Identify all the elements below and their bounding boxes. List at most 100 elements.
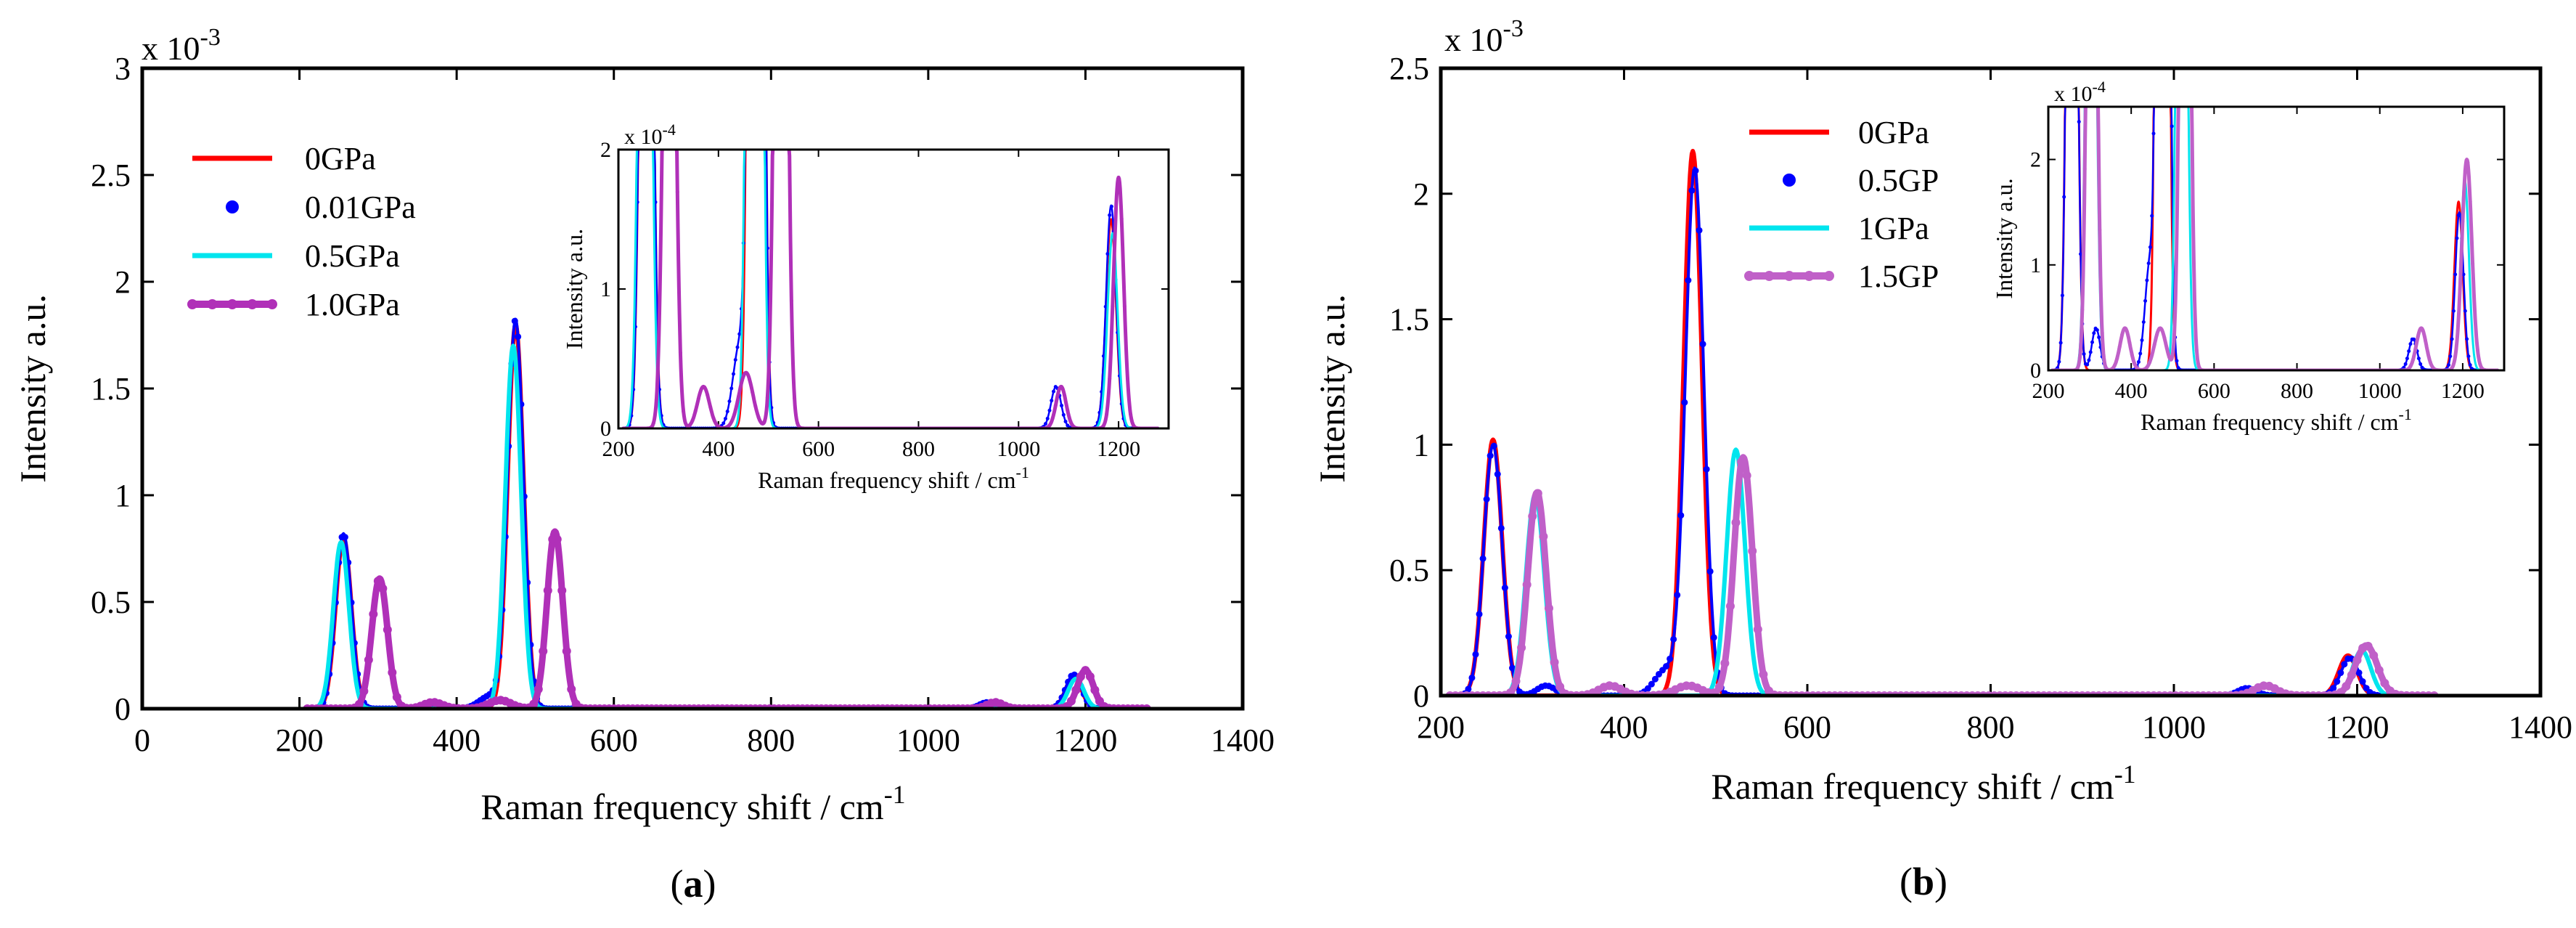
- legend-swatch: [1783, 174, 1796, 187]
- x-tick-label: 0: [134, 723, 150, 758]
- series-marker: [684, 423, 689, 427]
- series-marker: [1101, 423, 1105, 428]
- series-marker: [2408, 342, 2413, 346]
- series-marker: [2453, 354, 2458, 359]
- y-tick-label: 1: [600, 277, 611, 301]
- series-marker: [714, 422, 719, 426]
- x-tick-label: 600: [2198, 379, 2231, 403]
- series-marker: [2159, 327, 2164, 332]
- y-tick-label: 0: [1413, 678, 1429, 714]
- series-marker: [2461, 272, 2466, 277]
- series-marker: [2337, 669, 2344, 677]
- inset-border: [2047, 105, 2506, 372]
- series-marker: [731, 372, 735, 376]
- series-marker: [1511, 677, 1521, 686]
- inset-chart: 200 400 600 800 1000 1200 0 1 2 x 10-4 Raman frequ…: [1991, 78, 2506, 435]
- series-marker: [2133, 362, 2137, 366]
- series-marker: [711, 416, 716, 420]
- series-marker: [2136, 359, 2140, 364]
- series-marker: [727, 399, 732, 404]
- series-marker: [2170, 357, 2174, 361]
- inset-y-axis-title: Intensity a.u.: [561, 229, 587, 349]
- series-marker: [354, 699, 364, 709]
- legend-marker: [207, 299, 218, 309]
- series-marker: [2090, 340, 2095, 344]
- series-marker: [678, 351, 682, 355]
- series-marker: [2152, 343, 2156, 347]
- series-marker: [737, 332, 742, 336]
- series-marker: [1528, 511, 1537, 521]
- x-tick-label: 1200: [1097, 437, 1140, 461]
- series-marker: [1544, 603, 1553, 613]
- series-marker: [2475, 348, 2479, 352]
- series-marker: [539, 646, 548, 656]
- series-marker: [729, 420, 734, 424]
- series-marker: [2468, 199, 2472, 203]
- series-line-1.0GPa: [622, 150, 1160, 428]
- series-marker: [733, 358, 737, 362]
- x-tick-label: 1000: [896, 723, 960, 758]
- plot-border: [140, 66, 1245, 711]
- x-tick-label: 800: [2281, 379, 2313, 403]
- series-marker: [2087, 358, 2091, 362]
- panel-label: (a): [671, 862, 716, 905]
- series-marker: [1063, 394, 1067, 398]
- series-marker: [1085, 672, 1095, 681]
- legend-item: 1GPa: [1749, 211, 1929, 246]
- x-tick-label: 1000: [2142, 709, 2206, 745]
- series-marker: [1681, 399, 1688, 406]
- y-tick-label: 3: [115, 51, 131, 86]
- series-marker: [2080, 307, 2085, 312]
- series-marker: [1060, 404, 1064, 408]
- x-tick-label: 800: [1967, 709, 2015, 745]
- series-marker: [2446, 363, 2450, 367]
- series-marker: [1103, 304, 1108, 309]
- y-tick-label: 1: [1413, 427, 1429, 463]
- series-marker: [1472, 651, 1479, 658]
- series-marker: [1063, 420, 1068, 424]
- y-tick-label: 0.5: [91, 585, 131, 620]
- legend-label: 0GPa: [305, 141, 376, 176]
- legend-label: 1.0GPa: [305, 287, 400, 322]
- series-marker: [1125, 377, 1129, 381]
- series-marker: [1644, 685, 1651, 692]
- series-marker: [1550, 657, 1559, 667]
- series-marker: [735, 345, 740, 349]
- series-marker: [2085, 362, 2090, 367]
- series-marker: [2421, 328, 2425, 333]
- series-marker: [690, 418, 695, 423]
- series-marker: [2342, 682, 2351, 691]
- y-scale-factor: x 10-3: [142, 24, 221, 67]
- series-marker: [2103, 361, 2107, 365]
- series-marker: [753, 404, 758, 408]
- series-marker: [562, 646, 571, 656]
- series-marker: [1132, 423, 1136, 428]
- series-marker: [1742, 471, 1751, 480]
- series-marker: [2463, 309, 2467, 313]
- series-marker: [2100, 330, 2104, 335]
- series-marker: [1490, 442, 1497, 449]
- series-marker: [1071, 685, 1081, 695]
- series-marker: [2450, 365, 2455, 369]
- series-marker: [2092, 331, 2096, 335]
- series-marker: [1663, 663, 1670, 670]
- series-marker: [359, 686, 369, 696]
- series-marker: [1061, 412, 1066, 417]
- series-marker: [2115, 356, 2119, 360]
- series-marker: [2140, 338, 2144, 343]
- series-marker: [2403, 362, 2408, 366]
- series-marker: [369, 609, 378, 619]
- series-marker: [2077, 355, 2082, 359]
- series-marker: [708, 405, 713, 410]
- series-marker: [1508, 664, 1516, 672]
- series-marker: [2141, 319, 2146, 324]
- series-marker: [2138, 351, 2143, 356]
- series-marker: [2079, 252, 2083, 256]
- series-marker: [567, 685, 576, 694]
- y-tick-label: 0.5: [1389, 553, 1429, 588]
- series-marker: [1731, 518, 1741, 527]
- series-marker: [2095, 327, 2099, 332]
- y-tick-label: 2: [115, 264, 131, 300]
- series-marker: [1539, 532, 1548, 541]
- series-marker: [557, 586, 567, 595]
